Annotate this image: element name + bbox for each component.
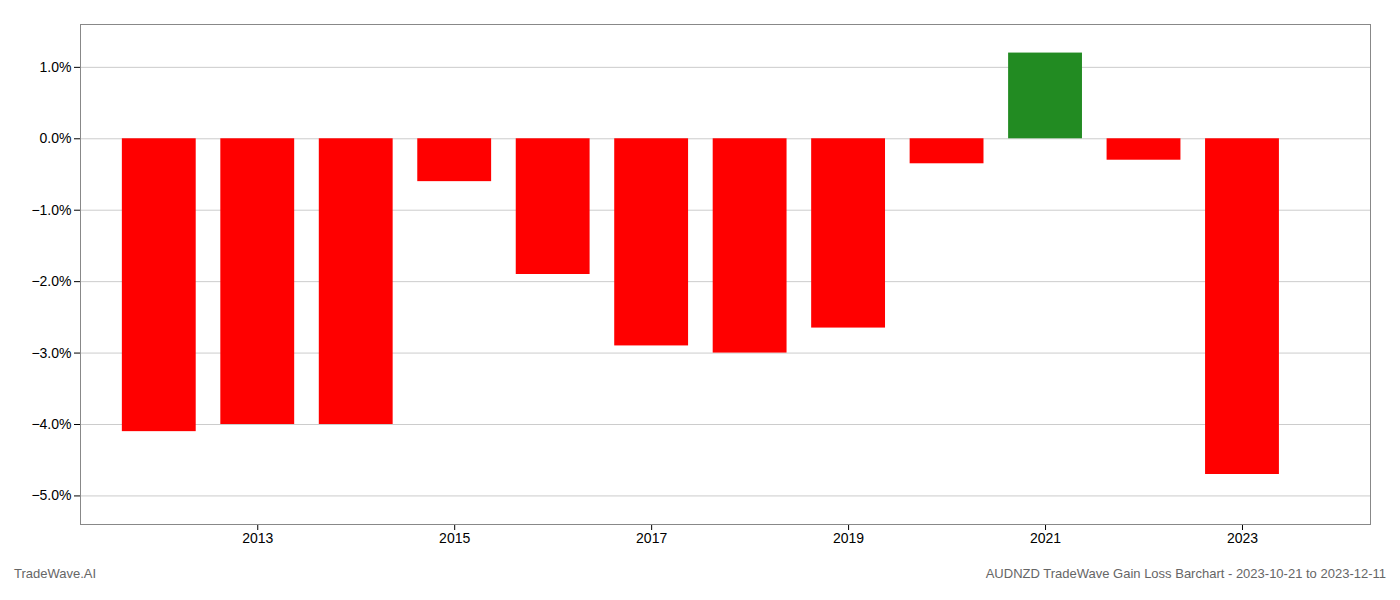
svg-text:−2.0%: −2.0% [31, 273, 71, 289]
svg-text:−5.0%: −5.0% [31, 487, 71, 503]
html-text:AUDNZD TradeWave Gain Loss Bar: AUDNZD TradeWave Gain Loss Barchart - 20… [985, 566, 1386, 581]
svg-text:2021: 2021 [1030, 530, 1061, 546]
svg-text:−3.0%: −3.0% [31, 345, 71, 361]
svg-text:1.0%: 1.0% [40, 59, 72, 75]
svg-text:−1.0%: −1.0% [31, 202, 71, 218]
svg-text:2023: 2023 [1227, 530, 1258, 546]
svg-text:0.0%: 0.0% [40, 130, 72, 146]
svg-text:2013: 2013 [242, 530, 273, 546]
svg-text:−4.0%: −4.0% [31, 416, 71, 432]
svg-text:2017: 2017 [636, 530, 667, 546]
svg-text:2015: 2015 [439, 530, 470, 546]
html-text:TradeWave.AI: TradeWave.AI [14, 566, 97, 581]
svg-text:2019: 2019 [833, 530, 864, 546]
